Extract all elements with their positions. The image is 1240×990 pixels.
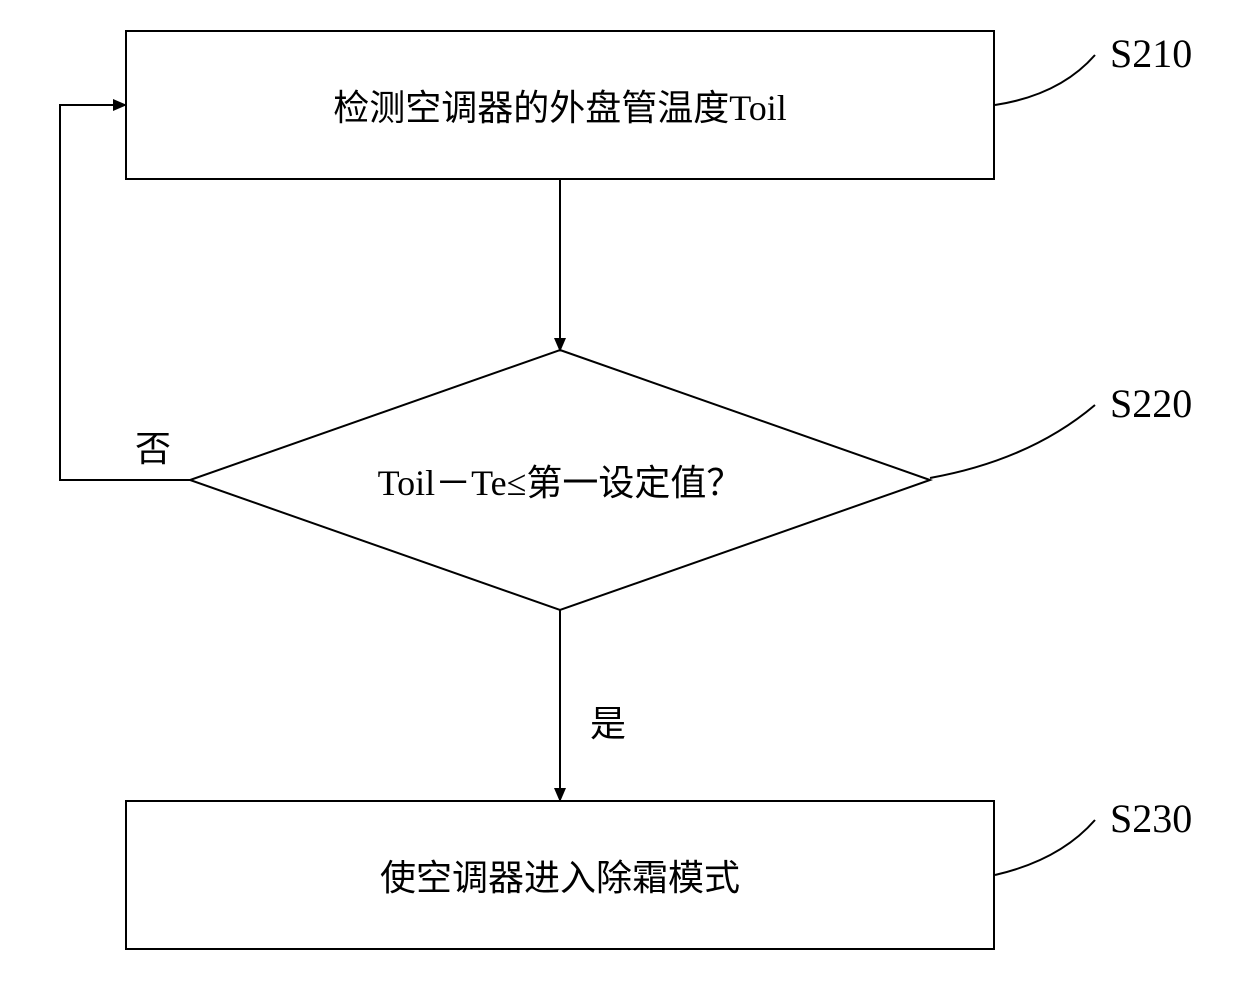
connector-s230 bbox=[995, 820, 1095, 875]
connector-s210 bbox=[995, 55, 1095, 105]
node-s230: 使空调器进入除霜模式 bbox=[125, 800, 995, 950]
node-s220-text: Toil－Te≤第一设定值？ bbox=[378, 454, 743, 506]
node-s230-text: 使空调器进入除霜模式 bbox=[370, 849, 750, 901]
node-s210: 检测空调器的外盘管温度Toil bbox=[125, 30, 995, 180]
flowchart-canvas: 检测空调器的外盘管温度Toil S210 Toil－Te≤第一设定值？ S220… bbox=[0, 0, 1240, 990]
step-label-s220: S220 bbox=[1110, 380, 1192, 427]
connector-s220 bbox=[930, 405, 1095, 478]
step-label-s230: S230 bbox=[1110, 795, 1192, 842]
node-s210-text: 检测空调器的外盘管温度Toil bbox=[323, 79, 796, 131]
edge-label-yes: 是 bbox=[590, 695, 626, 747]
step-label-s210: S210 bbox=[1110, 30, 1192, 77]
edge-label-no: 否 bbox=[135, 420, 171, 472]
